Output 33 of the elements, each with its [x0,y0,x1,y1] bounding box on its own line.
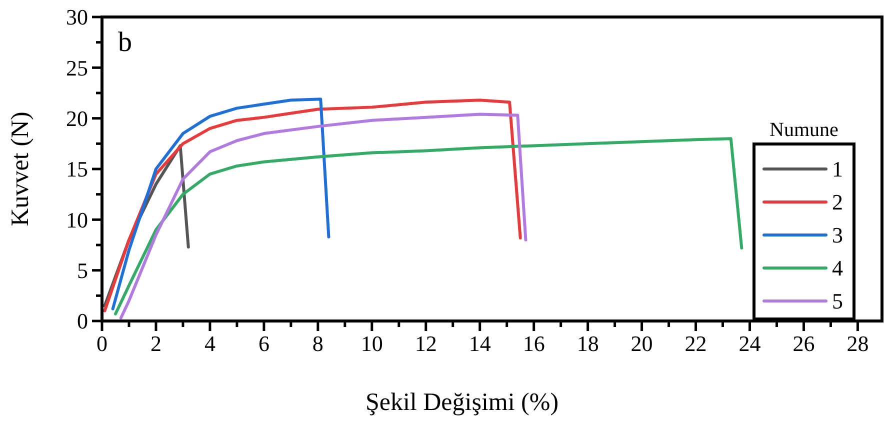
y-tick-label: 30 [66,4,88,30]
legend-label: 1 [832,156,843,182]
line-series [111,98,330,310]
line-series [114,137,744,316]
y-axis-title: Kuvvet (N) [7,112,34,226]
x-tick-label: 4 [204,331,216,356]
x-tick-label: 6 [258,331,270,356]
x-axis-title: Şekil Değişimi (%) [365,389,559,416]
x-tick-label: 20 [630,331,653,356]
y-tick-label: 25 [66,55,88,80]
y-tick-label: 10 [66,207,88,232]
x-tick-label: 22 [684,331,707,356]
legend-label: 5 [832,288,843,314]
x-tick-label: 26 [792,331,815,356]
legend-label: 3 [832,222,843,248]
x-tick-label: 16 [522,331,545,356]
x-tick-label: 8 [312,331,324,356]
x-tick-label: 14 [468,331,491,356]
legend-label: 2 [832,190,843,215]
annotation: b [118,27,132,58]
x-tick-label: 24 [738,331,761,356]
x-tick-label: 10 [360,331,383,356]
x-tick-label: 18 [576,331,599,356]
legend-label: 4 [832,256,843,281]
x-tick-label: 12 [414,331,437,356]
y-tick-label: 15 [66,156,88,182]
y-tick-label: 20 [66,106,88,132]
y-tick-label: 0 [77,308,88,334]
x-tick-label: 28 [846,331,869,356]
y-tick-label: 5 [77,258,88,284]
x-tick-label: 0 [96,331,108,356]
legend-title: Numune [770,119,839,141]
x-tick-label: 2 [150,331,162,356]
